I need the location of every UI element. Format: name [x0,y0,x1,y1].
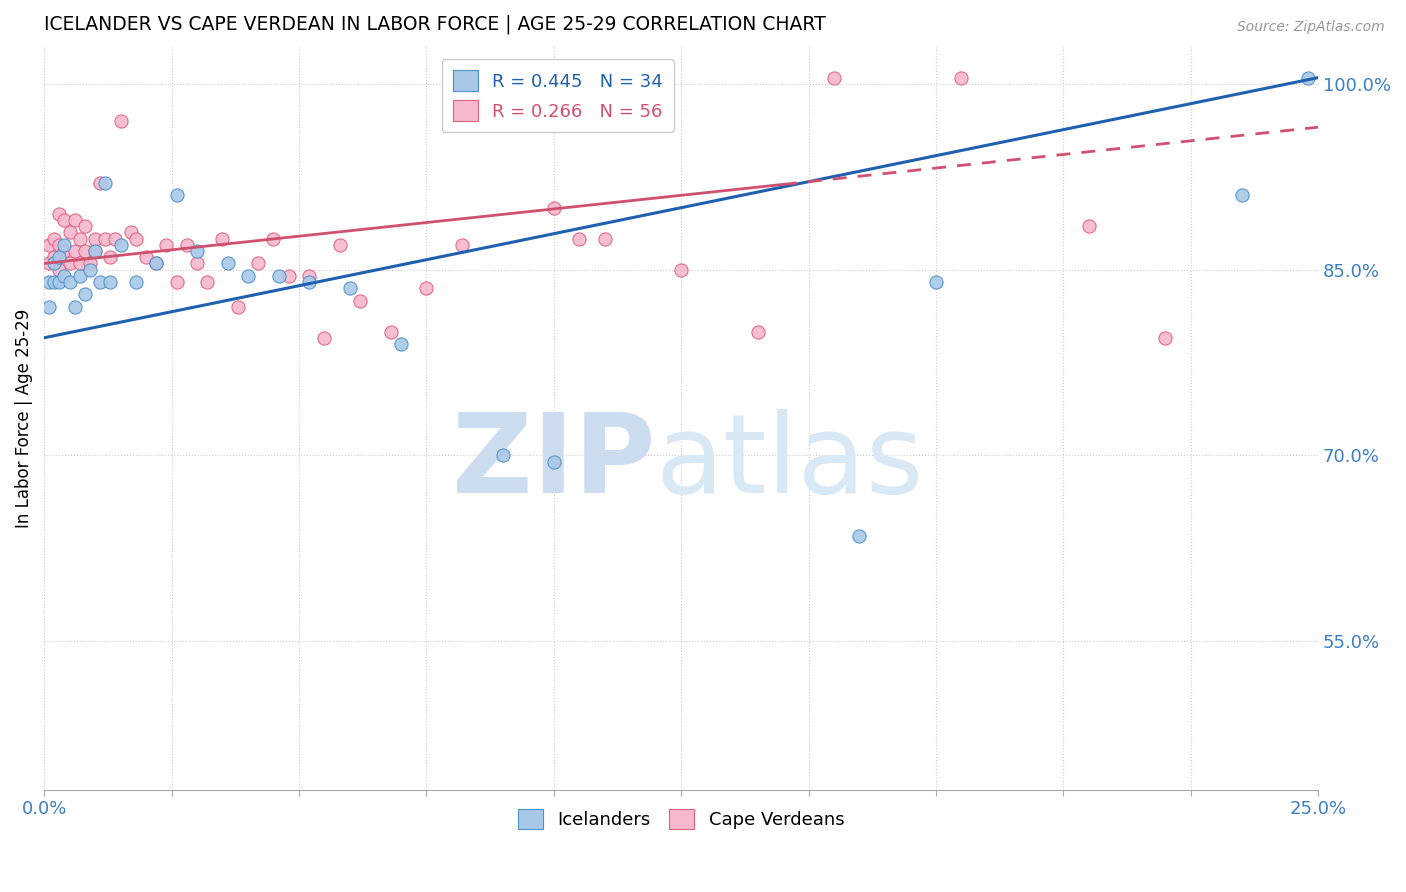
Point [69,256,91,270]
Point [79,262,101,277]
Point [593,232,616,246]
Text: atlas: atlas [655,409,924,516]
Point [48,207,70,221]
Point [89,176,111,190]
Point [38,300,60,314]
Point [349,293,371,308]
Point [63,244,86,258]
Point [262,232,284,246]
Point [69,232,91,246]
Point [747,325,769,339]
Point [176,238,198,252]
Point [98,250,121,264]
Point [211,232,233,246]
Point [236,268,259,283]
Point [298,268,321,283]
Point [110,238,132,252]
Point [186,244,208,258]
Point [339,281,361,295]
Point [186,256,208,270]
Point [44,250,66,264]
Point [543,455,565,469]
Point [314,331,336,345]
Point [73,287,96,301]
Point [226,300,249,314]
Point [84,244,107,258]
Point [950,70,973,85]
Point [451,238,474,252]
Point [79,256,101,270]
Point [1296,70,1319,85]
Point [89,275,111,289]
Point [277,268,299,283]
Text: Source: ZipAtlas.com: Source: ZipAtlas.com [1237,20,1385,34]
Point [44,256,66,270]
Point [120,226,142,240]
Point [48,250,70,264]
Point [73,244,96,258]
Point [48,262,70,277]
Text: ICELANDER VS CAPE VERDEAN IN LABOR FORCE | AGE 25-29 CORRELATION CHART: ICELANDER VS CAPE VERDEAN IN LABOR FORCE… [44,15,825,35]
Point [145,256,167,270]
Point [135,250,157,264]
Point [267,268,290,283]
Point [1077,219,1099,234]
Point [58,226,80,240]
Point [415,281,437,295]
Point [48,275,70,289]
Point [145,256,167,270]
Point [73,219,96,234]
Point [568,232,591,246]
Point [217,256,239,270]
Point [38,238,60,252]
Point [298,275,321,289]
Point [110,114,132,128]
Point [823,70,845,85]
Point [543,201,565,215]
Point [48,238,70,252]
Point [98,275,121,289]
Text: ZIP: ZIP [453,409,655,516]
Point [166,275,188,289]
Point [58,256,80,270]
Point [125,275,148,289]
Point [38,256,60,270]
Point [94,176,117,190]
Y-axis label: In Labor Force | Age 25-29: In Labor Force | Age 25-29 [15,309,32,528]
Point [329,238,352,252]
Point [1230,188,1253,202]
Point [44,275,66,289]
Point [63,300,86,314]
Point [69,268,91,283]
Point [389,337,412,351]
Point [380,325,402,339]
Point [1154,331,1177,345]
Point [94,232,117,246]
Point [669,262,692,277]
Point [53,244,76,258]
Point [84,232,107,246]
Point [44,232,66,246]
Point [53,238,76,252]
Point [58,275,80,289]
Point [84,244,107,258]
Legend: Icelanders, Cape Verdeans: Icelanders, Cape Verdeans [510,801,852,837]
Point [53,213,76,227]
Point [125,232,148,246]
Point [155,238,177,252]
Point [925,275,948,289]
Point [53,268,76,283]
Point [848,529,870,543]
Point [63,213,86,227]
Point [492,449,515,463]
Point [104,232,127,246]
Point [166,188,188,202]
Point [195,275,218,289]
Point [517,108,540,122]
Point [247,256,270,270]
Point [38,275,60,289]
